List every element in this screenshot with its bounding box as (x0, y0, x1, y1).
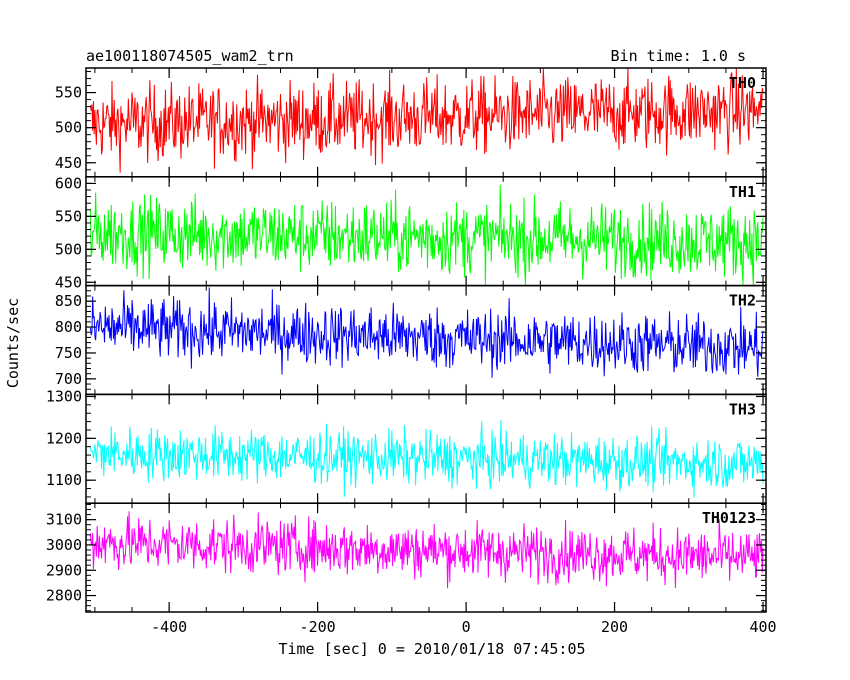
series-line-th3 (89, 420, 764, 498)
y-tick-label: 1100 (46, 471, 82, 489)
panel-label: TH1 (729, 183, 756, 201)
panel-th0: 450 500 550 TH0 (55, 67, 767, 178)
x-tick-label: 200 (601, 618, 628, 636)
y-tick-label: 2800 (46, 587, 82, 605)
y-tick-label: 850 (55, 292, 82, 310)
y-tick-label: 700 (55, 370, 82, 388)
x-tick-label: -200 (300, 618, 336, 636)
y-tick-label: 750 (55, 344, 82, 362)
y-tick-label: 800 (55, 318, 82, 336)
bin-time-label: Bin time: 1.0 s (611, 47, 746, 65)
panel-th2: 700 750 800 850 TH2 (55, 284, 767, 396)
y-tick-label: 3100 (46, 511, 82, 529)
panel-label: TH2 (729, 292, 756, 310)
chart-title: ae100118074505_wam2_trn (86, 47, 294, 65)
panel-label: TH3 (729, 400, 756, 418)
series-line-th2 (89, 287, 764, 378)
y-axis-label: Counts/sec (4, 298, 22, 388)
y-tick-label: 500 (55, 119, 82, 137)
series-line-th0 (89, 68, 764, 173)
panel-label: TH0123 (702, 509, 756, 527)
y-tick-label: 2900 (46, 561, 82, 579)
x-tick-label: -400 (151, 618, 187, 636)
y-tick-label: 600 (55, 174, 82, 192)
panels-group: 450 500 550 TH0 450 500 550 600 TH1 700 750 800 850 T… (46, 67, 777, 636)
panel-th1: 450 500 550 600 TH1 (55, 174, 767, 291)
y-tick-label: 1200 (46, 429, 82, 447)
series-line-th1 (89, 184, 764, 286)
x-tick-labels: -400 -200 0 200 400 (151, 618, 776, 636)
y-tick-label: 1300 (46, 387, 82, 405)
y-tick-label: 450 (55, 273, 82, 291)
panel-th0123: 2800 2900 3000 3100 TH0123 (46, 502, 767, 613)
panel-frame (85, 502, 767, 613)
x-axis-label: Time [sec] 0 = 2010/01/18 07:45:05 (278, 640, 585, 658)
x-tick-label: 0 (462, 618, 471, 636)
y-tick-label: 450 (55, 154, 82, 172)
y-tick-label: 3000 (46, 536, 82, 554)
y-tick-label: 550 (55, 84, 82, 102)
panel-label: TH0 (729, 74, 756, 92)
series-line-th0123 (89, 511, 764, 589)
y-tick-label: 500 (55, 240, 82, 258)
panel-th3: 1100 1200 1300 TH3 (46, 387, 767, 504)
y-tick-label: 550 (55, 207, 82, 225)
x-tick-label: 400 (749, 618, 776, 636)
